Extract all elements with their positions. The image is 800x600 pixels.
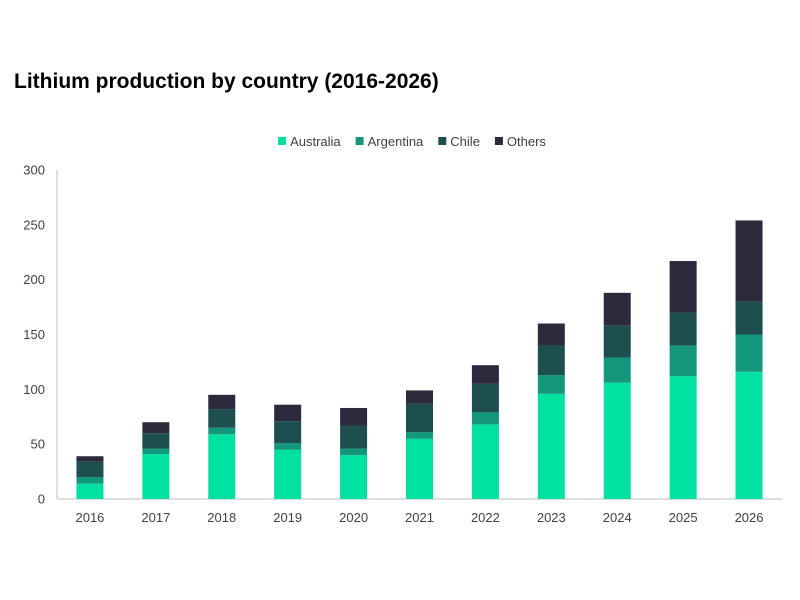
legend-swatch — [438, 137, 447, 145]
y-axis: 0 50 100 150 200 250 300 — [23, 163, 58, 507]
x-tick-label: 2022 — [471, 510, 500, 525]
bar-segment-others — [406, 390, 433, 404]
bar-segment-chile — [471, 383, 499, 413]
x-tick-label: 2016 — [75, 510, 104, 525]
bar-segment-others — [735, 220, 763, 302]
bar-segment-argentina — [669, 345, 697, 377]
bar-stack-2017 — [142, 422, 170, 499]
y-tick-label: 100 — [23, 382, 45, 397]
bar-segment-others — [340, 407, 368, 426]
bar-stack-2021 — [406, 390, 433, 499]
bar-stack-2016 — [76, 456, 104, 499]
chart-title: Lithium production by country (2016-2026… — [14, 70, 439, 93]
bar-segment-australia — [735, 371, 763, 499]
bar-stack-2022 — [471, 365, 499, 499]
legend-item-argentina: Argentina — [355, 134, 424, 149]
legend-label: Others — [507, 134, 547, 149]
x-tick-label: 2021 — [405, 510, 434, 525]
bar-segment-argentina — [208, 427, 236, 435]
x-tick-label: 2025 — [669, 510, 698, 525]
bar-segment-others — [208, 394, 236, 410]
legend-item-others: Others — [494, 134, 547, 149]
bar-segment-others — [537, 323, 565, 346]
bar-segment-others — [669, 261, 697, 313]
x-tick-label: 2019 — [273, 510, 302, 525]
bar-segment-chile — [274, 421, 302, 444]
bar-segment-argentina — [406, 432, 433, 439]
bar-stack-2018 — [208, 394, 236, 499]
bar-segment-australia — [142, 454, 170, 499]
bar-segment-australia — [471, 424, 499, 499]
bar-segment-others — [603, 292, 631, 326]
y-tick-label: 50 — [31, 437, 45, 452]
y-tick-label: 200 — [23, 272, 45, 287]
bar-segment-others — [142, 422, 170, 434]
bar-segment-chile — [406, 403, 433, 433]
bar-segment-chile — [735, 301, 763, 335]
y-tick-label: 0 — [38, 492, 45, 507]
bar-segment-australia — [669, 376, 697, 499]
legend-item-australia: Australia — [278, 134, 341, 149]
bar-segment-argentina — [76, 477, 104, 484]
y-tick-label: 150 — [23, 327, 45, 342]
bar-segment-chile — [142, 433, 170, 449]
bar-segment-australia — [537, 393, 565, 499]
bar-segment-argentina — [340, 448, 368, 456]
bar-segment-argentina — [471, 412, 499, 425]
bar-segment-others — [76, 456, 104, 462]
bar-segment-argentina — [603, 357, 631, 383]
bar-segment-chile — [669, 312, 697, 346]
x-tick-label: 2017 — [141, 510, 170, 525]
bar-stack-2026 — [735, 220, 763, 499]
bar-stack-2024 — [603, 292, 631, 499]
x-tick-label: 2020 — [339, 510, 368, 525]
x-tick-label: 2023 — [537, 510, 566, 525]
bar-stack-2020 — [340, 407, 368, 499]
legend-item-chile: Chile — [438, 134, 480, 149]
bar-segment-australia — [603, 382, 631, 499]
legend-label: Argentina — [368, 134, 424, 149]
bar-segment-australia — [208, 434, 236, 499]
bar-segment-chile — [537, 345, 565, 376]
bar-segment-chile — [603, 325, 631, 358]
legend-swatch — [494, 137, 503, 145]
y-tick-label: 250 — [23, 217, 45, 232]
x-tick-label: 2018 — [207, 510, 236, 525]
bar-segment-argentina — [537, 375, 565, 394]
y-tick-label: 300 — [23, 163, 45, 178]
x-tick-label: 2026 — [735, 510, 764, 525]
bar-segment-chile — [208, 409, 236, 428]
bar-segment-australia — [406, 438, 433, 499]
legend-swatch — [278, 137, 287, 145]
bar-segment-argentina — [274, 443, 302, 450]
bar-segment-australia — [340, 455, 368, 499]
bar-stack-2019 — [274, 404, 302, 499]
legend-swatch — [355, 137, 364, 145]
bar-segment-australia — [76, 483, 104, 499]
bar-stack-2023 — [537, 323, 565, 499]
bar-segment-chile — [76, 461, 104, 478]
x-axis: 2016 2017 2018 2019 2020 2021 2022 2023 2024 2025… — [57, 498, 782, 525]
bar-groups — [76, 220, 763, 499]
bar-segment-argentina — [735, 334, 763, 372]
bar-segment-australia — [274, 449, 302, 499]
x-tick-label: 2024 — [603, 510, 632, 525]
bar-segment-argentina — [142, 448, 170, 455]
bar-segment-others — [274, 404, 302, 422]
bar-stack-2025 — [669, 261, 697, 499]
bar-segment-chile — [340, 425, 368, 449]
chart-legend: Australia Argentina Chile Others — [278, 134, 546, 149]
bar-segment-others — [471, 365, 499, 384]
legend-label: Australia — [290, 134, 341, 149]
legend-label: Chile — [450, 134, 480, 149]
